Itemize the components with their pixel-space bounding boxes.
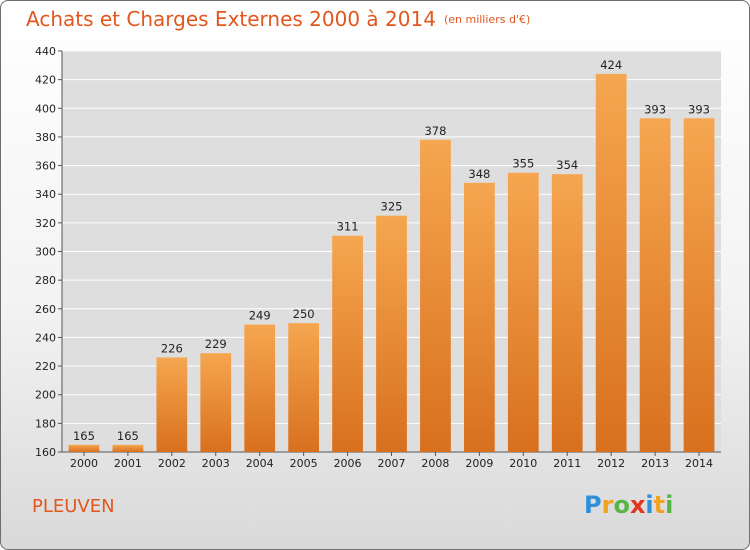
data-label: 378	[424, 124, 446, 138]
bar	[112, 444, 144, 452]
x-tick-label: 2008	[421, 457, 449, 470]
y-tick-label: 320	[35, 217, 56, 230]
data-label: 348	[468, 167, 490, 181]
bar	[463, 182, 495, 452]
y-tick-label: 340	[35, 188, 56, 201]
bar	[639, 118, 671, 452]
x-tick-label: 2009	[465, 457, 493, 470]
x-tick-label: 2004	[246, 457, 274, 470]
data-label: 355	[512, 157, 534, 171]
brand-letter: x	[629, 491, 646, 519]
brand-letter: t	[653, 491, 666, 519]
bar	[595, 73, 627, 453]
data-label: 226	[161, 341, 183, 355]
x-tick-label: 2012	[597, 457, 625, 470]
x-tick-label: 2006	[334, 457, 362, 470]
x-tick-label: 2010	[509, 457, 537, 470]
x-tick-label: 2002	[158, 457, 186, 470]
x-tick-label: 2000	[70, 457, 98, 470]
data-label: 393	[688, 102, 710, 116]
x-tick-label: 2013	[641, 457, 669, 470]
data-label: 250	[293, 307, 315, 321]
x-tick-label: 2005	[290, 457, 318, 470]
brand-letter: o	[613, 491, 630, 519]
y-tick-label: 200	[35, 389, 56, 402]
y-tick-label: 280	[35, 274, 56, 287]
bar	[683, 118, 715, 452]
x-tick-label: 2011	[553, 457, 581, 470]
chart-title-text: Achats et Charges Externes 2000 à 2014	[26, 7, 436, 31]
data-label: 165	[117, 429, 139, 443]
x-tick-label: 2001	[114, 457, 142, 470]
data-label: 165	[73, 429, 95, 443]
bar	[156, 357, 188, 452]
bar	[288, 323, 320, 452]
y-tick-label: 300	[35, 246, 56, 259]
data-label: 393	[644, 102, 666, 116]
bar	[376, 215, 407, 452]
y-tick-label: 260	[35, 303, 56, 316]
bar	[68, 444, 100, 452]
y-tick-label: 180	[35, 417, 56, 430]
bar	[244, 324, 276, 452]
data-label: 325	[381, 200, 403, 214]
data-label: 354	[556, 158, 578, 172]
bar	[332, 235, 363, 452]
y-tick-label: 440	[35, 45, 56, 58]
y-tick-label: 380	[35, 131, 56, 144]
bar	[200, 353, 232, 452]
x-tick-label: 2007	[378, 457, 406, 470]
y-tick-label: 220	[35, 360, 56, 373]
brand-letter: P	[584, 491, 602, 519]
y-tick-label: 360	[35, 160, 56, 173]
bar	[420, 139, 451, 453]
brand-letter: r	[601, 491, 614, 519]
brand-letter: i	[665, 491, 674, 519]
bar	[507, 172, 539, 452]
chart-subtitle: (en milliers d'€)	[443, 13, 531, 26]
place-name: PLEUVEN	[32, 496, 115, 517]
x-tick-label: 2003	[202, 457, 230, 470]
data-label: 249	[249, 309, 271, 323]
data-label: 311	[337, 220, 359, 234]
data-label: 229	[205, 337, 227, 351]
y-tick-label: 160	[35, 446, 56, 459]
bar	[551, 174, 583, 452]
y-tick-label: 400	[35, 102, 56, 115]
chart-title: Achats et Charges Externes 2000 à 2014 (e…	[26, 7, 530, 31]
data-label: 424	[600, 58, 622, 72]
y-tick-label: 420	[35, 74, 56, 87]
brand-letter: i	[645, 491, 654, 519]
brand-logo: Proxiti	[584, 491, 673, 519]
x-tick-label: 2014	[685, 457, 713, 470]
y-tick-label: 240	[35, 331, 56, 344]
